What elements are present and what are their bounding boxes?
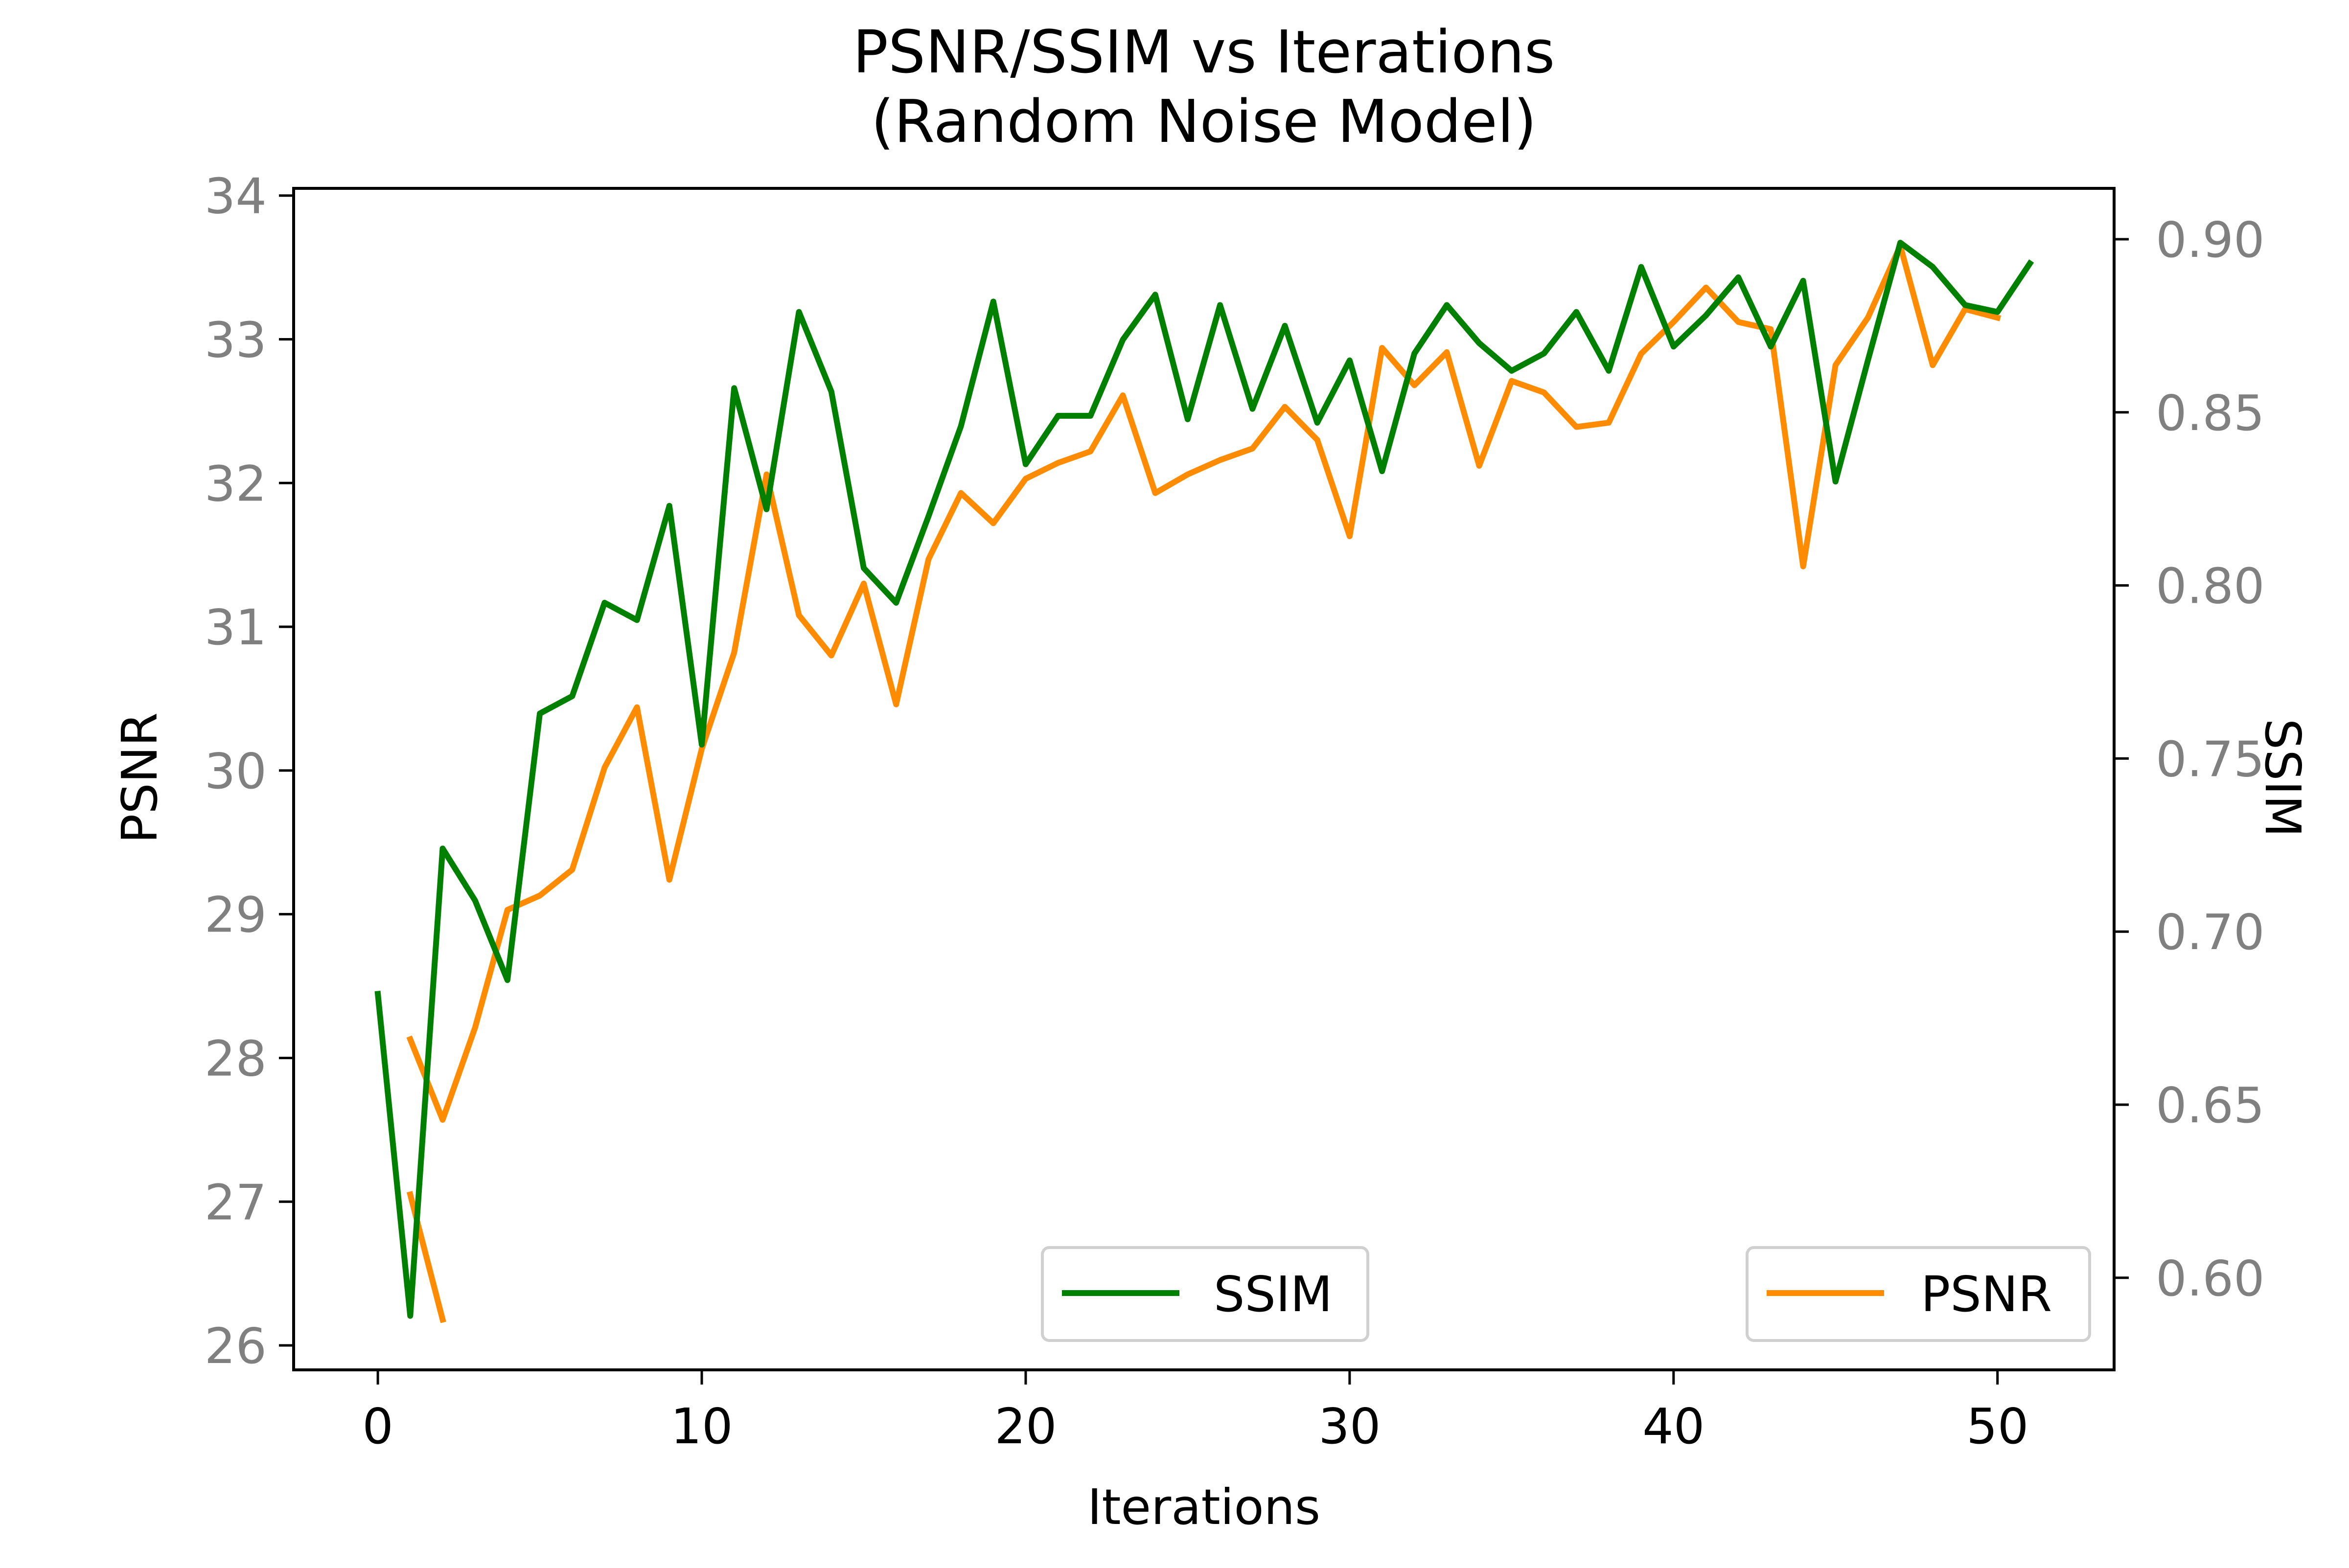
y-left-tick-label: 32: [205, 455, 267, 512]
psnr-line-segment-1: [406, 243, 2002, 1123]
x-tick-label: 50: [1966, 1398, 2028, 1455]
legend-psnr-label: PSNR: [1921, 1266, 2052, 1323]
legend-ssim-label: SSIM: [1214, 1266, 1333, 1323]
x-axis: 0 10 20 30 40 50: [362, 1370, 2028, 1455]
legend-ssim: SSIM: [1041, 1246, 1369, 1342]
y-left-tick-label: 26: [205, 1318, 267, 1375]
y-right-tick-label: 0.60: [2156, 1250, 2265, 1307]
x-tick-label: 40: [1642, 1398, 1704, 1455]
x-axis-label: Iterations: [1087, 1478, 1320, 1536]
y-left-tick-label: 31: [205, 599, 267, 656]
chart-title: PSNR/SSIM vs Iterations: [853, 19, 1555, 87]
y-axis-left-label: PSNR: [111, 712, 168, 843]
y-right-tick-label: 0.90: [2156, 211, 2265, 269]
ssim-series: [374, 240, 2034, 1319]
legend-psnr: PSNR: [1746, 1246, 2091, 1342]
y-right-tick-label: 0.80: [2156, 558, 2265, 615]
x-tick-label: 20: [994, 1398, 1057, 1455]
y-axis-right: 0.60 0.65 0.70 0.75 0.80 0.85 0.90: [2114, 211, 2265, 1307]
y-left-tick-label: 34: [205, 168, 267, 225]
y-left-tick-label: 33: [205, 311, 267, 368]
y-right-tick-label: 0.65: [2156, 1077, 2265, 1134]
y-axis-left: 26 27 28 29 30 31 32 33 34: [205, 168, 294, 1375]
x-tick-label: 10: [670, 1398, 733, 1455]
x-tick-label: 0: [362, 1398, 393, 1455]
y-right-tick-label: 0.70: [2156, 904, 2265, 961]
y-right-tick-label: 0.75: [2156, 730, 2265, 788]
x-tick-label: 30: [1318, 1398, 1381, 1455]
y-left-tick-label: 29: [205, 886, 267, 944]
plot-frame: [292, 187, 2116, 1371]
y-axis-right-label: SSIM: [2254, 719, 2311, 838]
y-left-tick-label: 27: [205, 1174, 267, 1231]
y-right-tick-label: 0.85: [2156, 385, 2265, 442]
y-left-tick-label: 30: [205, 743, 267, 800]
ssim-line: [374, 240, 2034, 1319]
chart-subtitle: (Random Noise Model): [871, 88, 1537, 156]
y-left-tick-label: 28: [205, 1030, 267, 1087]
